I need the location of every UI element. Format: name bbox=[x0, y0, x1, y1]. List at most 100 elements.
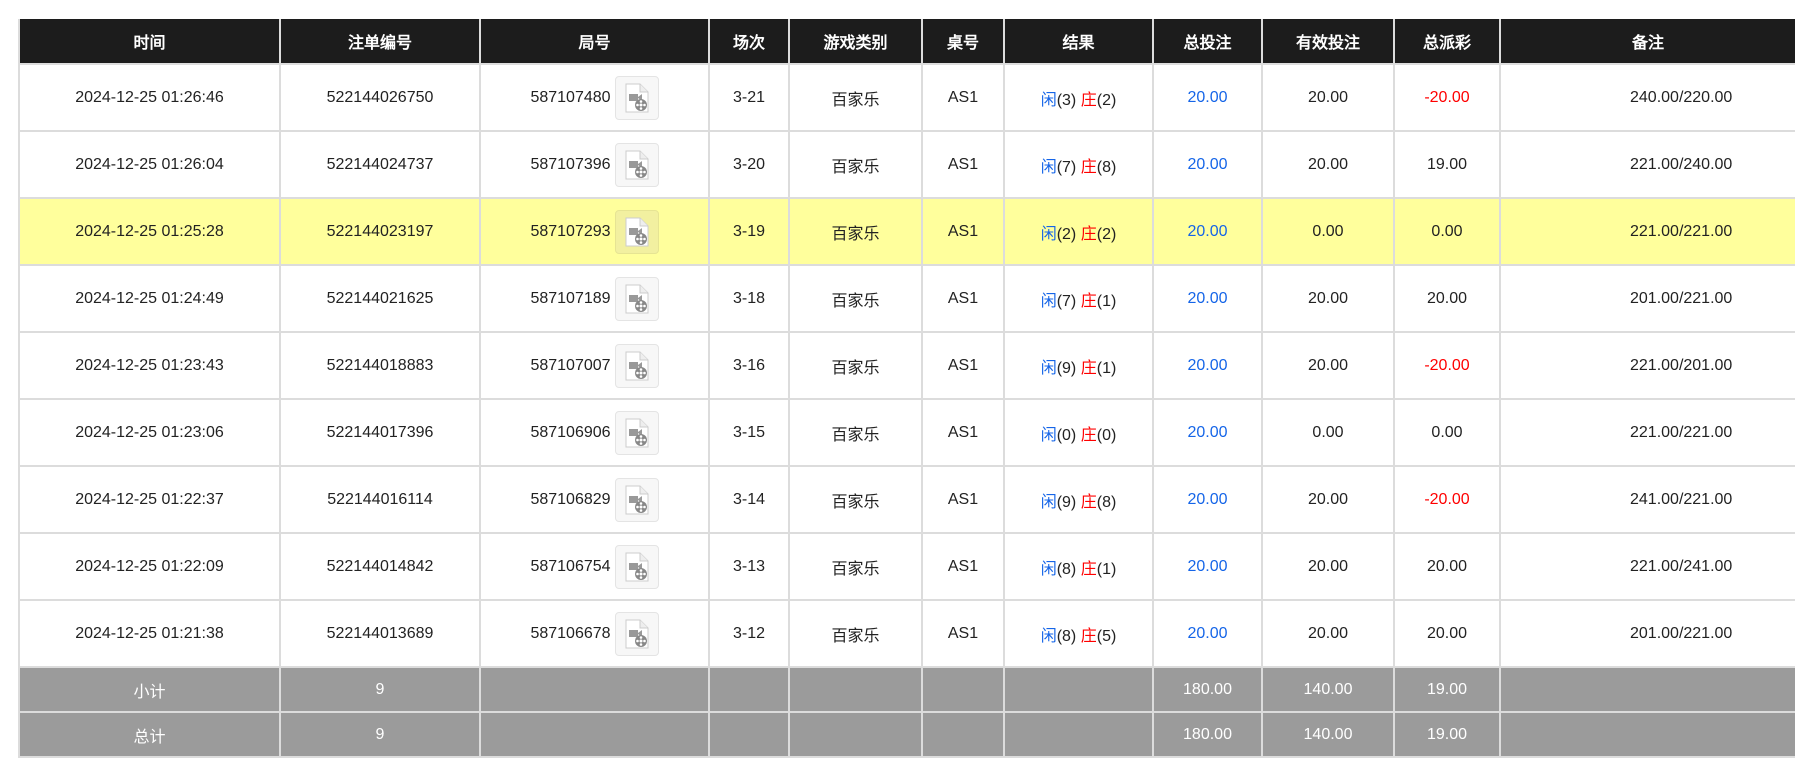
valid-bet-cell: 20.00 bbox=[1261, 130, 1395, 199]
round-cell: 587107480 bbox=[479, 63, 710, 132]
table-row: 2024-12-25 01:22:37 522144016114 587106829… bbox=[18, 465, 1795, 534]
player-score: (7) bbox=[1056, 292, 1077, 310]
bet-id-cell: 522144018883 bbox=[279, 331, 481, 400]
header-game-type: 游戏类别 bbox=[788, 19, 923, 65]
game-type-cell: 百家乐 bbox=[788, 532, 923, 601]
note-cell: 221.00/221.00 bbox=[1499, 398, 1795, 467]
session-cell: 3-15 bbox=[708, 398, 790, 467]
round-number: 587106754 bbox=[530, 557, 611, 575]
video-file-icon[interactable] bbox=[614, 209, 659, 254]
round-cell: 587106906 bbox=[479, 398, 710, 467]
round-cell: 587107189 bbox=[479, 264, 710, 333]
banker-score: (5) bbox=[1096, 627, 1117, 645]
player-label: 闲 bbox=[1040, 91, 1057, 109]
bet-id-cell: 522144013689 bbox=[279, 599, 481, 668]
payout-cell: -20.00 bbox=[1393, 331, 1501, 400]
table-no-cell: AS1 bbox=[921, 264, 1005, 333]
payout-cell: 19.00 bbox=[1393, 130, 1501, 199]
note-cell: 201.00/221.00 bbox=[1499, 264, 1795, 333]
header-session: 场次 bbox=[708, 19, 790, 65]
total-bet-cell: 20.00 bbox=[1152, 398, 1263, 467]
player-label: 闲 bbox=[1040, 627, 1057, 645]
payout-cell: -20.00 bbox=[1393, 63, 1501, 132]
valid-bet-cell: 0.00 bbox=[1261, 398, 1395, 467]
video-file-icon[interactable] bbox=[614, 611, 659, 656]
payout-cell: 20.00 bbox=[1393, 599, 1501, 668]
session-cell: 3-13 bbox=[708, 532, 790, 601]
banker-score: (1) bbox=[1096, 292, 1117, 310]
valid-bet-cell: 20.00 bbox=[1261, 465, 1395, 534]
player-score: (3) bbox=[1056, 91, 1077, 109]
result-cell: 闲(3) 庄(2) bbox=[1003, 63, 1154, 132]
player-label: 闲 bbox=[1040, 158, 1057, 176]
table-row: 2024-12-25 01:23:06 522144017396 587106906… bbox=[18, 398, 1795, 467]
result-cell: 闲(0) 庄(0) bbox=[1003, 398, 1154, 467]
result-cell: 闲(9) 庄(8) bbox=[1003, 465, 1154, 534]
header-row: 时间 注单编号 局号 场次 游戏类别 桌号 结果 总投注 有效投注 总派彩 备注 bbox=[18, 19, 1795, 65]
table-row: 2024-12-25 01:23:43 522144018883 587107007… bbox=[18, 331, 1795, 400]
header-result: 结果 bbox=[1003, 19, 1154, 65]
player-score: (0) bbox=[1056, 426, 1077, 444]
video-file-icon[interactable] bbox=[614, 410, 659, 455]
empty-cell bbox=[479, 711, 710, 758]
banker-label: 庄 bbox=[1080, 493, 1097, 511]
session-cell: 3-16 bbox=[708, 331, 790, 400]
player-label: 闲 bbox=[1040, 426, 1057, 444]
player-label: 闲 bbox=[1040, 493, 1057, 511]
game-type-cell: 百家乐 bbox=[788, 197, 923, 266]
empty-cell bbox=[1003, 711, 1154, 758]
time-cell: 2024-12-25 01:23:06 bbox=[18, 398, 281, 467]
bet-id-cell: 522144024737 bbox=[279, 130, 481, 199]
banker-label: 庄 bbox=[1080, 627, 1097, 645]
total-payout: 19.00 bbox=[1393, 711, 1501, 758]
total-row: 总计 9 180.00 140.00 19.00 bbox=[18, 711, 1795, 758]
round-cell: 587107007 bbox=[479, 331, 710, 400]
round-cell: 587106829 bbox=[479, 465, 710, 534]
player-score: (7) bbox=[1056, 158, 1077, 176]
video-file-icon[interactable] bbox=[614, 276, 659, 321]
game-type-cell: 百家乐 bbox=[788, 465, 923, 534]
valid-bet-cell: 0.00 bbox=[1261, 197, 1395, 266]
bet-id-cell: 522144017396 bbox=[279, 398, 481, 467]
empty-cell bbox=[708, 666, 790, 713]
banker-score: (0) bbox=[1096, 426, 1117, 444]
banker-score: (1) bbox=[1096, 359, 1117, 377]
video-file-icon[interactable] bbox=[614, 343, 659, 388]
note-cell: 221.00/241.00 bbox=[1499, 532, 1795, 601]
table-no-cell: AS1 bbox=[921, 197, 1005, 266]
video-file-icon[interactable] bbox=[614, 142, 659, 187]
video-file-icon[interactable] bbox=[614, 544, 659, 589]
valid-bet-cell: 20.00 bbox=[1261, 264, 1395, 333]
payout-cell: -20.00 bbox=[1393, 465, 1501, 534]
total-bet-cell: 20.00 bbox=[1152, 197, 1263, 266]
total-valid-bet: 140.00 bbox=[1261, 711, 1395, 758]
empty-cell bbox=[1499, 666, 1795, 713]
time-cell: 2024-12-25 01:21:38 bbox=[18, 599, 281, 668]
total-total-bet: 180.00 bbox=[1152, 711, 1263, 758]
empty-cell bbox=[1003, 666, 1154, 713]
table-no-cell: AS1 bbox=[921, 130, 1005, 199]
player-label: 闲 bbox=[1040, 292, 1057, 310]
video-file-icon[interactable] bbox=[614, 75, 659, 120]
banker-label: 庄 bbox=[1080, 225, 1097, 243]
time-cell: 2024-12-25 01:22:37 bbox=[18, 465, 281, 534]
empty-cell bbox=[1499, 711, 1795, 758]
table-row: 2024-12-25 01:25:28 522144023197 587107293… bbox=[18, 197, 1795, 266]
subtotal-label: 小计 bbox=[18, 666, 281, 713]
banker-score: (1) bbox=[1096, 560, 1117, 578]
session-cell: 3-19 bbox=[708, 197, 790, 266]
video-file-icon[interactable] bbox=[614, 477, 659, 522]
header-total-bet: 总投注 bbox=[1152, 19, 1263, 65]
valid-bet-cell: 20.00 bbox=[1261, 331, 1395, 400]
payout-cell: 20.00 bbox=[1393, 264, 1501, 333]
table-no-cell: AS1 bbox=[921, 465, 1005, 534]
time-cell: 2024-12-25 01:25:28 bbox=[18, 197, 281, 266]
bet-id-cell: 522144023197 bbox=[279, 197, 481, 266]
banker-score: (2) bbox=[1096, 225, 1117, 243]
banker-label: 庄 bbox=[1080, 158, 1097, 176]
total-bet-cell: 20.00 bbox=[1152, 465, 1263, 534]
valid-bet-cell: 20.00 bbox=[1261, 532, 1395, 601]
game-type-cell: 百家乐 bbox=[788, 398, 923, 467]
subtotal-total-bet: 180.00 bbox=[1152, 666, 1263, 713]
table-row: 2024-12-25 01:26:46 522144026750 587107480… bbox=[18, 63, 1795, 132]
